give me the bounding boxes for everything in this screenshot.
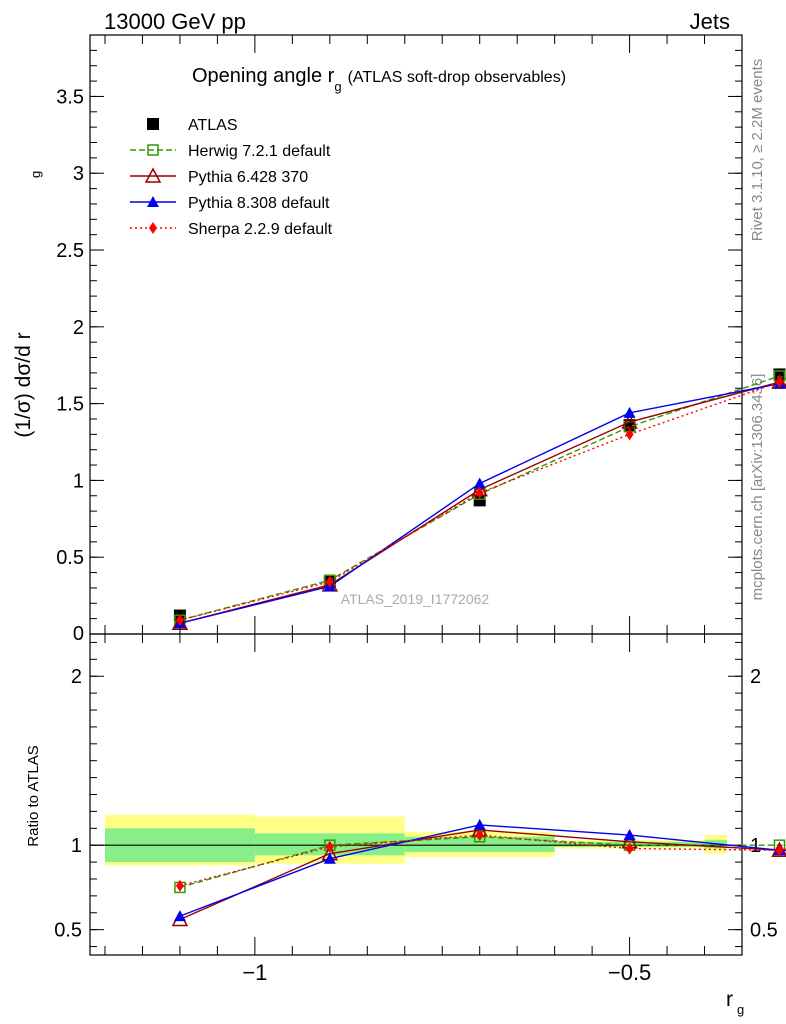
legend: ATLAS Herwig 7.2.1 default Pythia 6.428 37… xyxy=(130,117,333,238)
ratio-line-pythia-6-428-370 xyxy=(179,829,786,921)
main-point-sherpa-2-2-9-default xyxy=(625,428,634,441)
legend-label-herwig-7-2-1-default: Herwig 7.2.1 default xyxy=(188,143,331,160)
main-ylabel-group: (1/σ) dσ/d r xyxy=(12,332,35,437)
legend-marker-pythia-6-428-370 xyxy=(144,167,162,183)
ratio-point-sherpa-2-2-9-default xyxy=(175,879,184,892)
ratio-line-sherpa-2-2-9-default xyxy=(179,834,786,887)
main-title: Opening angle rg (ATLAS soft-drop observa… xyxy=(192,65,566,94)
main-point-sherpa-2-2-9-default xyxy=(475,486,484,499)
ratio-point-sherpa-2-2-9-default xyxy=(625,842,634,855)
main-ytick-label: 1 xyxy=(73,470,84,492)
main-ytick-label: 3 xyxy=(73,163,84,185)
mcplots-label: mcplots.cern.ch [arXiv:1306.3436] xyxy=(749,374,766,601)
legend-marker-sherpa-2-2-9-default xyxy=(149,222,157,234)
main-ytick-label: 0.5 xyxy=(56,547,84,569)
ratio-ytick-label: 2 xyxy=(71,666,82,688)
ratio-ytick-label-right: 2 xyxy=(750,666,761,688)
main-title-text: Opening angle r xyxy=(192,65,335,87)
main-ytick-label: 2 xyxy=(73,317,84,339)
ratio-point-pythia-8-308-default xyxy=(173,910,186,922)
main-line-herwig-7-2-1-default xyxy=(179,375,786,621)
ratio-line-herwig-7-2-1-default xyxy=(179,836,786,889)
legend-marker-pythia-8-308-default xyxy=(147,196,159,207)
ratio-point-sherpa-2-2-9-default xyxy=(475,829,484,842)
legend-label-atlas: ATLAS xyxy=(188,117,238,134)
main-point-sherpa-2-2-9-default xyxy=(175,614,184,627)
xtick-label: −1 xyxy=(242,960,267,985)
stat-band xyxy=(404,836,555,852)
ratio-point-pythia-8-308-default xyxy=(473,818,486,830)
main-line-pythia-6-428-370 xyxy=(179,381,786,624)
main-title-sub: g xyxy=(334,79,341,94)
main-ylabel-text: (1/σ) dσ/d r xyxy=(12,332,35,437)
ratio-ytick-label: 1 xyxy=(71,835,82,857)
legend-label-sherpa-2-2-9-default: Sherpa 2.2.9 default xyxy=(188,221,333,238)
main-title-extra: (ATLAS soft-drop observables) xyxy=(348,69,566,86)
main-ytick-zero: 0 xyxy=(73,623,84,645)
main-ylabel: (1/σ) dσ/d r xyxy=(12,332,35,437)
main-ytick-label: 2.5 xyxy=(56,240,84,262)
xlabel: r xyxy=(726,988,733,1011)
main-point-atlas xyxy=(473,494,486,507)
ratio-panel: 0.5 0.5 1 1 2 2 −1 −0.5 xyxy=(54,35,786,985)
main-point-sherpa-2-2-9-default xyxy=(325,575,334,588)
main-point-pythia-8-308-default xyxy=(623,406,636,418)
header-left: 13000 GeV pp xyxy=(104,9,246,34)
ratio-point-sherpa-2-2-9-default xyxy=(775,844,784,857)
main-point-sherpa-2-2-9-default xyxy=(775,376,784,389)
ratio-frame xyxy=(89,633,743,956)
ratio-line-pythia-8-308-default xyxy=(179,824,786,917)
ratio-ytick-label-right: 1 xyxy=(750,835,761,857)
main-ylabel-sub: g xyxy=(28,171,43,178)
ratio-point-pythia-8-308-default xyxy=(623,829,636,841)
main-point-pythia-8-308-default xyxy=(473,477,486,489)
ratio-ylabel: Ratio to ATLAS xyxy=(25,745,42,846)
legend-marker-atlas xyxy=(147,118,159,130)
ratio-ytick-label: 0.5 xyxy=(54,920,82,942)
xlabel-sub: g xyxy=(737,1002,744,1017)
main-ytick-label: 1.5 xyxy=(56,394,84,416)
xtick-label: −0.5 xyxy=(608,960,651,985)
main-line-pythia-8-308-default xyxy=(179,382,786,624)
ratio-point-pythia-8-308-default xyxy=(323,852,336,864)
ratio-point-sherpa-2-2-9-default xyxy=(325,840,334,853)
legend-marker-herwig-7-2-1-default xyxy=(147,144,159,156)
legend-label-pythia-8-308-default: Pythia 8.308 default xyxy=(188,195,330,212)
legend-label-pythia-6-428-370: Pythia 6.428 370 xyxy=(188,169,308,186)
main-point-pythia-6-428-370 xyxy=(621,413,638,429)
main-panel: 0.5 1 1.5 2 2.5 3 3.5 0 xyxy=(56,34,786,645)
header-right: Jets xyxy=(690,9,730,34)
analysis-watermark: ATLAS_2019_I1772062 xyxy=(341,591,490,607)
main-ytick-label: 3.5 xyxy=(56,86,84,108)
rivet-label: Rivet 3.1.10, ≥ 2.2M events xyxy=(749,59,766,242)
ratio-ytick-label-right: 0.5 xyxy=(750,920,778,942)
